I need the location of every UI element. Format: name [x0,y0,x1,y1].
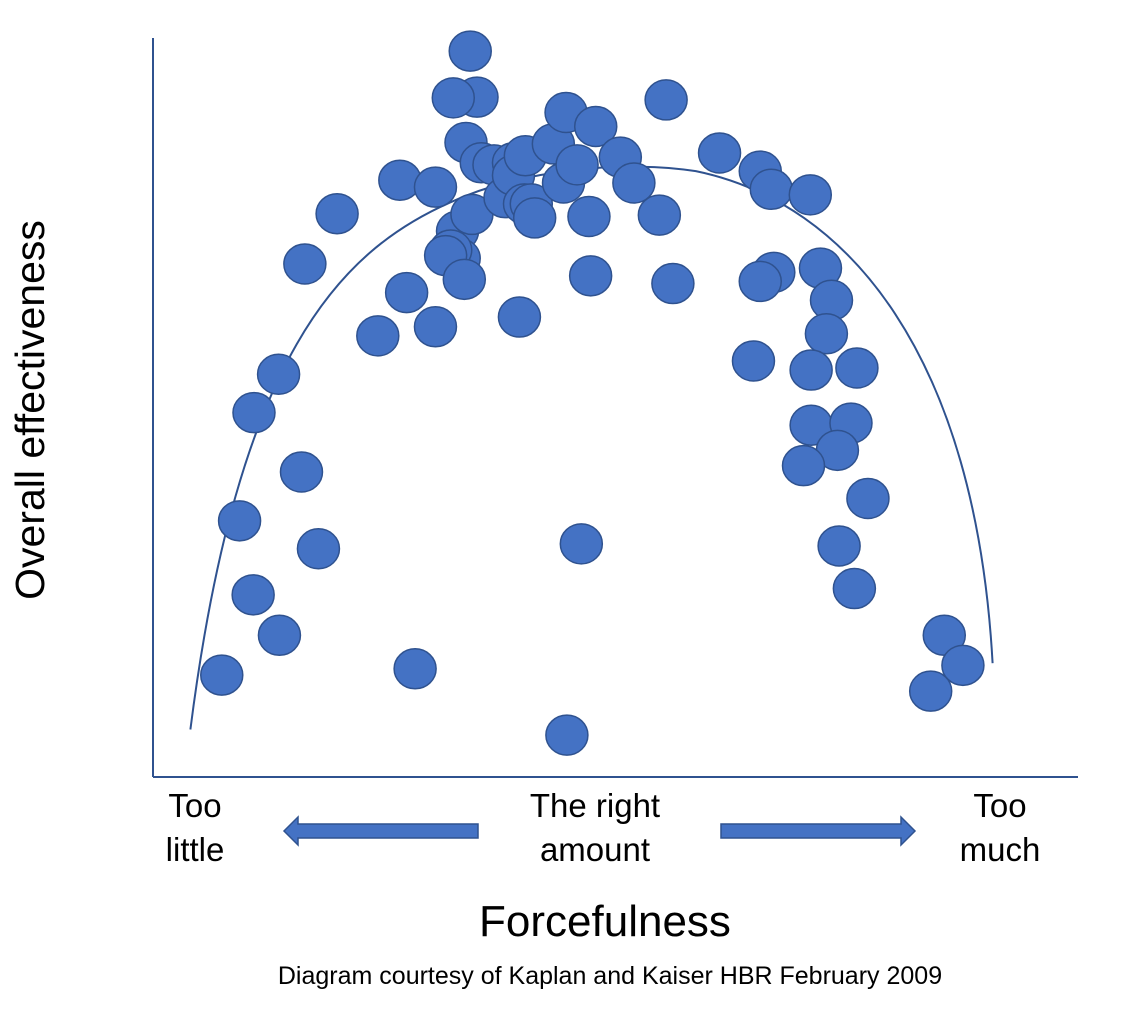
x-tick-label-right-amount: The right amount [480,784,710,872]
scatter-point [738,260,782,303]
scatter-point [279,451,324,493]
scatter-point [835,347,879,389]
scatter-point [448,30,492,72]
scatter-point [232,391,276,434]
x-tick-label-too-much-line2: much [959,831,1041,868]
y-axis-title: Overall effectiveness [7,220,53,600]
scatter-point [908,670,953,712]
scatter-point [559,523,604,565]
scatter-point [651,262,695,305]
scatter-point [781,444,826,487]
scatter-point [497,296,542,338]
scatter-point [941,644,985,687]
scatter-point [644,79,688,121]
scatter-point [413,166,458,208]
scatter-point [512,197,557,239]
scatter-point [378,159,422,201]
scatter-point [612,162,656,204]
scatter-point [356,315,400,357]
x-tick-label-too-much-line1: Too [973,787,1027,824]
scatter-point [413,306,458,348]
scatter-point [749,168,794,211]
scatter-point [283,243,327,285]
x-tick-label-right-amount-line1: The right [529,787,661,824]
x-tick-label-too-much: Too much [940,784,1060,872]
scatter-point [788,174,833,216]
scatter-point [296,527,341,570]
scatter-point [442,258,487,301]
scatter-point [555,144,599,186]
x-tick-label-right-amount-line2: amount [539,831,651,868]
right-arrow [720,815,917,847]
x-tick-label-too-little-line2: little [165,831,225,868]
scatter-point [568,255,613,297]
scatter-point [217,500,262,542]
scatter-point [567,195,611,238]
scatter-point [832,567,877,610]
left-arrow [282,815,479,847]
scatter-point [384,271,429,314]
x-tick-label-too-little: Too little [140,784,250,872]
scatter-point [817,525,861,567]
x-tick-label-too-little-line1: Too [168,787,222,824]
x-axis-title: Forcefulness [479,897,731,946]
scatter-point [804,313,849,355]
scatter-point [846,477,890,520]
source-caption: Diagram courtesy of Kaplan and Kaiser HB… [277,962,943,990]
scatter-point [573,105,618,148]
scatter-point [257,614,302,657]
scatter-point [637,194,682,236]
scatter-point [393,648,437,690]
scatter-point [731,340,776,382]
scatter-point [789,349,833,391]
scatter-point [200,654,244,696]
scatter-point [545,714,589,756]
scatter-point [697,132,742,174]
scatter-point [256,353,301,395]
scatter-point [315,192,359,235]
scatter-point [431,77,476,119]
scatter-point [231,574,275,616]
